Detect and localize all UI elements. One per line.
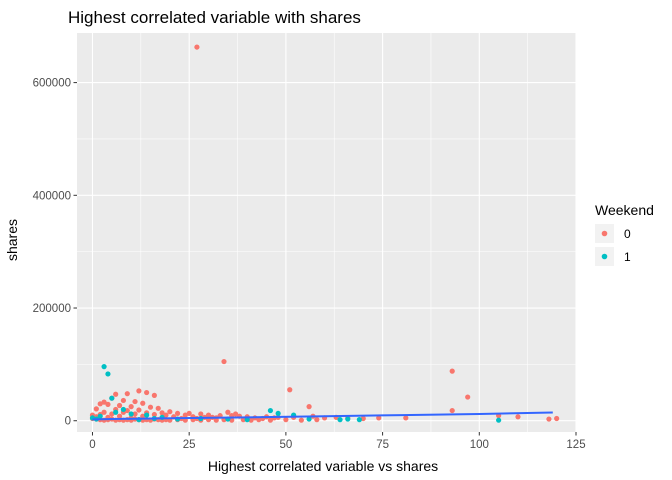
data-point-weekend-0 <box>136 388 142 394</box>
data-point-weekend-0 <box>140 400 146 406</box>
data-point-weekend-0 <box>248 417 254 423</box>
data-point-weekend-1 <box>120 406 127 413</box>
data-point-weekend-0 <box>147 404 154 410</box>
legend-label-1: 1 <box>624 250 631 264</box>
data-point-weekend-0 <box>132 411 138 417</box>
data-point-weekend-0 <box>306 404 312 410</box>
data-point-weekend-0 <box>132 398 138 405</box>
data-point-weekend-1 <box>105 371 111 377</box>
data-point-weekend-0 <box>151 392 157 398</box>
data-point-weekend-0 <box>515 414 521 420</box>
data-point-weekend-0 <box>97 401 103 407</box>
data-point-weekend-0 <box>267 417 274 423</box>
x-tick-label: 125 <box>566 439 585 451</box>
data-point-weekend-0 <box>403 415 409 421</box>
legend-title: Weekend <box>595 202 654 218</box>
y-tick-label: 400000 <box>33 190 71 202</box>
x-tick-label: 25 <box>183 439 196 451</box>
y-axis-title: shares <box>4 219 20 261</box>
data-point-weekend-0 <box>232 411 239 417</box>
data-point-weekend-0 <box>256 417 262 423</box>
chart-title: Highest correlated variable with shares <box>68 8 361 27</box>
data-point-weekend-1 <box>356 417 362 423</box>
data-point-weekend-0 <box>205 412 212 418</box>
x-axis-title: Highest correlated variable vs shares <box>208 458 438 474</box>
trend-layer <box>92 411 553 421</box>
data-point-weekend-1 <box>337 417 343 423</box>
data-point-weekend-0 <box>221 358 227 365</box>
data-point-weekend-0 <box>105 401 111 407</box>
data-point-weekend-0 <box>449 368 455 374</box>
data-point-weekend-0 <box>163 412 169 418</box>
data-point-weekend-1 <box>267 407 274 414</box>
x-tick-label: 50 <box>279 439 292 451</box>
plot-panel <box>77 33 576 432</box>
data-point-weekend-0 <box>554 415 560 422</box>
data-point-weekend-1 <box>275 410 281 417</box>
data-point-weekend-0 <box>298 417 304 423</box>
data-point-weekend-0 <box>198 411 204 417</box>
data-point-weekend-0 <box>128 404 134 410</box>
data-point-weekend-0 <box>159 410 165 416</box>
x-tick-label: 75 <box>376 439 389 451</box>
data-point-weekend-0 <box>93 406 99 412</box>
data-point-weekend-1 <box>113 409 119 415</box>
legend-key-0 <box>601 230 608 237</box>
data-point-weekend-0 <box>167 409 173 415</box>
data-point-weekend-0 <box>144 389 150 396</box>
y-axis-ticks: 0 200000 400000 600000 <box>33 78 77 428</box>
data-point-weekend-0 <box>546 416 552 422</box>
data-point-weekend-0 <box>120 397 127 404</box>
grid-minor <box>77 33 576 432</box>
legend: Weekend 0 1 <box>595 202 654 266</box>
x-axis-ticks: 0 25 50 75 100 125 <box>89 432 586 451</box>
y-tick-label: 200000 <box>33 303 71 315</box>
data-point-weekend-1 <box>144 412 150 418</box>
data-point-weekend-0 <box>113 391 119 397</box>
legend-key-1 <box>601 253 608 260</box>
x-tick-label: 0 <box>89 439 95 451</box>
data-point-weekend-0 <box>155 405 161 411</box>
data-point-weekend-0 <box>194 44 200 50</box>
data-point-weekend-1 <box>306 416 312 422</box>
data-point-weekend-0 <box>101 409 107 415</box>
data-point-weekend-0 <box>182 412 188 418</box>
data-point-weekend-1 <box>496 417 502 423</box>
trend-line <box>92 411 553 421</box>
data-point-weekend-0 <box>314 417 320 423</box>
data-point-weekend-1 <box>345 416 351 422</box>
data-point-weekend-0 <box>136 407 142 413</box>
y-tick-label: 0 <box>65 416 71 428</box>
x-tick-label: 100 <box>470 439 489 451</box>
data-point-weekend-0 <box>124 391 130 397</box>
data-point-weekend-0 <box>225 409 231 415</box>
data-point-weekend-0 <box>116 402 123 409</box>
legend-label-0: 0 <box>624 227 631 241</box>
data-point-weekend-0 <box>465 394 471 400</box>
data-point-weekend-1 <box>128 411 134 417</box>
data-point-weekend-0 <box>376 415 382 421</box>
data-point-weekend-0 <box>151 411 157 418</box>
grid-major <box>77 33 577 432</box>
data-point-weekend-1 <box>109 395 115 401</box>
y-tick-label: 600000 <box>33 78 71 90</box>
data-point-weekend-0 <box>283 417 289 423</box>
data-point-weekend-0 <box>449 407 455 414</box>
data-point-weekend-1 <box>101 364 107 370</box>
data-point-weekend-1 <box>97 413 103 419</box>
data-point-weekend-0 <box>287 387 293 393</box>
data-point-weekend-0 <box>174 410 181 417</box>
